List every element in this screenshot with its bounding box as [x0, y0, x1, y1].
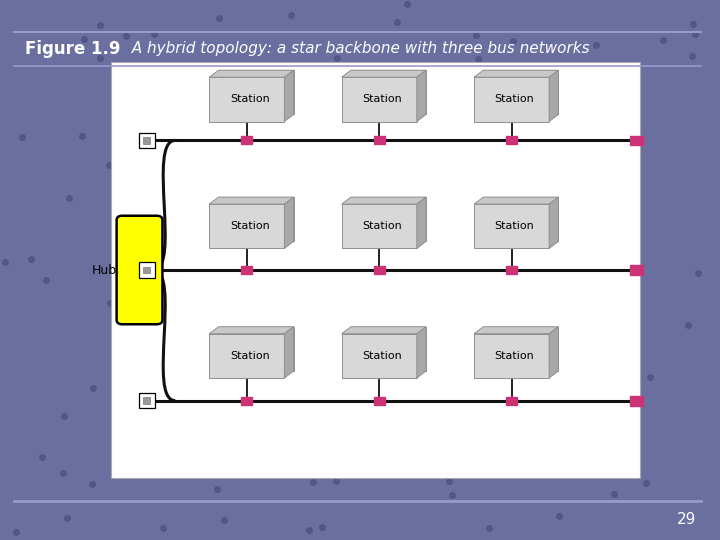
FancyBboxPatch shape — [631, 265, 643, 275]
Polygon shape — [417, 70, 426, 122]
FancyBboxPatch shape — [219, 327, 294, 371]
Text: Hub: Hub — [91, 264, 117, 276]
Polygon shape — [342, 197, 426, 204]
FancyBboxPatch shape — [241, 136, 252, 144]
FancyBboxPatch shape — [143, 267, 150, 273]
FancyBboxPatch shape — [631, 136, 643, 145]
FancyBboxPatch shape — [483, 197, 559, 241]
Text: 29: 29 — [678, 512, 696, 527]
FancyBboxPatch shape — [210, 334, 284, 378]
Text: A hybrid topology: a star backbone with three bus networks: A hybrid topology: a star backbone with … — [122, 41, 589, 56]
Text: Station: Station — [495, 221, 534, 231]
Polygon shape — [417, 327, 426, 378]
Text: Station: Station — [230, 221, 269, 231]
Polygon shape — [210, 197, 294, 204]
FancyBboxPatch shape — [474, 334, 549, 378]
Text: Station: Station — [495, 351, 534, 361]
FancyBboxPatch shape — [139, 133, 155, 148]
Text: Station: Station — [362, 351, 402, 361]
Text: Station: Station — [495, 94, 534, 104]
FancyBboxPatch shape — [374, 136, 384, 144]
Text: Station: Station — [362, 94, 402, 104]
FancyBboxPatch shape — [219, 197, 294, 241]
Polygon shape — [474, 70, 559, 77]
Polygon shape — [549, 197, 559, 248]
FancyBboxPatch shape — [474, 204, 549, 248]
FancyBboxPatch shape — [241, 396, 252, 405]
FancyBboxPatch shape — [506, 136, 517, 144]
FancyBboxPatch shape — [474, 77, 549, 122]
FancyBboxPatch shape — [351, 327, 426, 371]
FancyBboxPatch shape — [139, 393, 155, 408]
FancyBboxPatch shape — [139, 262, 155, 278]
FancyBboxPatch shape — [374, 266, 384, 274]
Polygon shape — [474, 197, 559, 204]
Text: Station: Station — [230, 351, 269, 361]
FancyBboxPatch shape — [483, 327, 559, 371]
Text: Station: Station — [362, 221, 402, 231]
FancyBboxPatch shape — [117, 215, 163, 324]
Polygon shape — [210, 70, 294, 77]
Polygon shape — [342, 70, 426, 77]
Text: Station: Station — [230, 94, 269, 104]
FancyBboxPatch shape — [111, 62, 640, 478]
FancyBboxPatch shape — [351, 197, 426, 241]
FancyBboxPatch shape — [631, 396, 643, 406]
FancyBboxPatch shape — [241, 266, 252, 274]
Polygon shape — [284, 327, 294, 378]
FancyBboxPatch shape — [219, 70, 294, 114]
FancyBboxPatch shape — [506, 266, 517, 274]
FancyBboxPatch shape — [210, 204, 284, 248]
Polygon shape — [549, 70, 559, 122]
Text: Figure 1.9: Figure 1.9 — [25, 39, 120, 58]
FancyBboxPatch shape — [351, 70, 426, 114]
FancyBboxPatch shape — [506, 396, 517, 405]
FancyBboxPatch shape — [342, 204, 417, 248]
Polygon shape — [284, 197, 294, 248]
Polygon shape — [210, 327, 294, 334]
Polygon shape — [417, 197, 426, 248]
FancyBboxPatch shape — [374, 396, 384, 405]
FancyBboxPatch shape — [483, 70, 559, 114]
FancyBboxPatch shape — [342, 77, 417, 122]
Polygon shape — [342, 327, 426, 334]
Polygon shape — [474, 327, 559, 334]
Polygon shape — [549, 327, 559, 378]
FancyBboxPatch shape — [210, 77, 284, 122]
FancyBboxPatch shape — [342, 334, 417, 378]
FancyBboxPatch shape — [143, 137, 150, 144]
Polygon shape — [284, 70, 294, 122]
FancyBboxPatch shape — [143, 397, 150, 404]
